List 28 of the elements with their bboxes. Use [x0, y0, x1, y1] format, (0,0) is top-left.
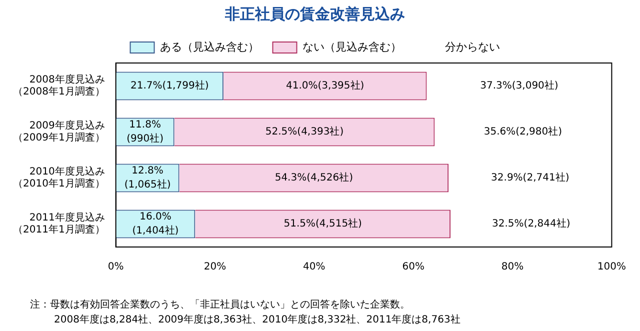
- x-tick-label: 80%: [501, 262, 524, 273]
- data-label: 41.0%(3,395社): [286, 80, 364, 92]
- data-label: 51.5%(4,515社): [284, 218, 362, 230]
- chart-title: 非正社員の賃金改善見込み: [224, 4, 405, 23]
- x-tick-label: 40%: [303, 262, 326, 273]
- series-label: 分からない: [444, 40, 500, 54]
- x-tick-label: 100%: [597, 262, 626, 273]
- data-label: 11.8%(990社): [126, 120, 164, 145]
- data-label: 32.5%(2,844社): [492, 218, 570, 230]
- data-label: 54.3%(4,526社): [274, 172, 354, 184]
- x-tick-label: 60%: [402, 262, 424, 273]
- data-label: 52.5%(4,393社): [265, 126, 344, 138]
- data-label: 32.9%(2,741社): [491, 172, 570, 184]
- data-label: 37.3%(3,090社): [480, 80, 558, 92]
- data-label: 16.0%(1,404社): [132, 212, 179, 237]
- data-label: 35.6%(2,980社): [484, 126, 562, 138]
- text: 2008年度は8,284社、2009年度は8,363社、2010年度は8,332社、2011年度は8,763社: [54, 314, 460, 326]
- text: 注：母数は有効回答企業数のうち、「非正社員はいない」との回答を除いた企業数。: [30, 298, 410, 311]
- y-tick-label: 2011年度見込み（2011年1月調査）: [13, 212, 105, 236]
- legend-label: ない（見込み含む）: [302, 40, 402, 54]
- y-tick-label: 2008年度見込み（2008年1月調査）: [13, 74, 105, 98]
- legend-label: ある（見込み含む）: [160, 40, 259, 54]
- x-tick-label: 0%: [108, 262, 124, 273]
- x-tick-label: 20%: [204, 262, 226, 273]
- data-label: 21.7%(1,799社): [130, 80, 209, 92]
- y-tick-label: 2009年度見込み（2009年1月調査）: [13, 120, 105, 144]
- y-tick-label: 2010年度見込み（2010年1月調査）: [13, 166, 105, 190]
- data-label: 12.8%(1,065社): [124, 166, 171, 191]
